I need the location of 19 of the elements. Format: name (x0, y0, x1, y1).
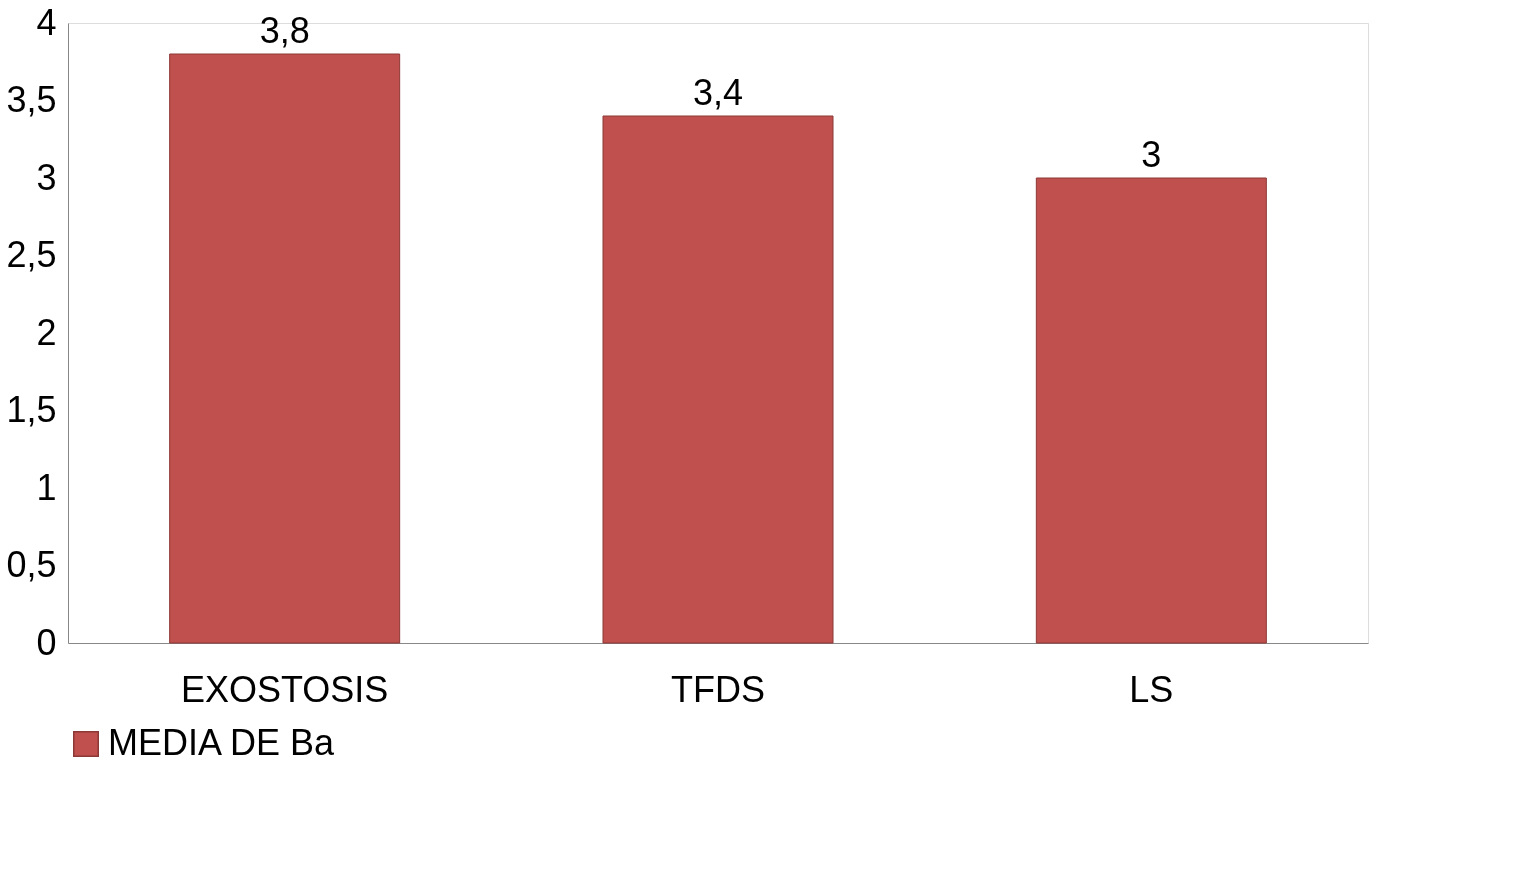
y-tick-label: 1 (36, 466, 57, 508)
data-label: 3,8 (259, 10, 310, 51)
x-tick-label: TFDS (671, 668, 765, 710)
bar (602, 115, 834, 644)
y-tick-label: 4 (36, 1, 57, 43)
data-label: 3,4 (692, 72, 744, 113)
x-tick-label: EXOSTOSIS (180, 668, 389, 710)
y-tick-label: 2,5 (6, 234, 57, 275)
y-tick-label: 0,5 (6, 544, 57, 585)
bar (169, 53, 401, 644)
x-tick-label: LS (1129, 668, 1174, 710)
data-label: 3 (1141, 134, 1162, 175)
y-tick-label: 3,5 (6, 79, 57, 120)
y-tick-label: 0 (36, 621, 57, 663)
y-tick-label: 1,5 (6, 389, 57, 430)
y-tick-label: 2 (36, 311, 57, 353)
bar (1035, 177, 1267, 644)
legend-label: MEDIA DE Ba (108, 722, 336, 763)
y-tick-label: 3 (36, 156, 57, 198)
